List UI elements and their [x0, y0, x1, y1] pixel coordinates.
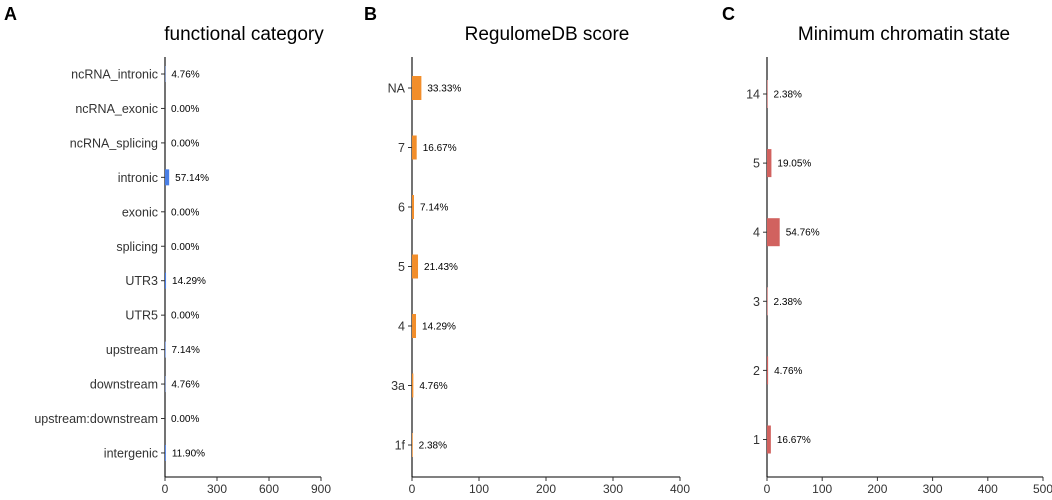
bar: [165, 169, 170, 186]
bar: [165, 341, 166, 358]
data-label: 16.67%: [777, 435, 811, 446]
x-tick-label: 400: [670, 482, 690, 496]
bar: [767, 287, 768, 316]
category-label: intergenic: [104, 446, 158, 460]
category-label: 2: [753, 364, 760, 378]
bar: [767, 218, 780, 247]
category-label: 3: [753, 295, 760, 309]
bar: [165, 272, 167, 289]
data-label: 2.38%: [774, 297, 802, 308]
category-label: 1: [753, 433, 760, 447]
data-label: 21.43%: [424, 262, 458, 273]
data-label: 33.33%: [427, 84, 461, 95]
bar: [412, 195, 415, 219]
data-label: 16.67%: [423, 143, 457, 154]
data-label: 4.76%: [171, 70, 199, 81]
data-label: 14.29%: [422, 322, 456, 333]
category-label: upstream:downstream: [34, 412, 158, 426]
bar: [412, 135, 417, 160]
bar: [412, 433, 413, 457]
bar: [767, 425, 771, 454]
chart-panel-b: B RegulomeDB score 0 100 200 300 400 NA 33.33% 7 1…: [364, 4, 690, 496]
x-tick-label: 200: [867, 482, 887, 496]
x-tick-label: 100: [469, 482, 489, 496]
category-label: ncRNA_intronic: [71, 68, 158, 82]
data-label: 2.38%: [419, 441, 447, 452]
x-tick-label: 200: [536, 482, 556, 496]
x-tick-label: 300: [923, 482, 943, 496]
category-label: 14: [746, 88, 760, 102]
x-tick-label: 0: [764, 482, 771, 496]
data-label: 4.76%: [419, 381, 447, 392]
data-label: 0.00%: [171, 414, 199, 425]
bar: [767, 149, 772, 178]
category-label: ncRNA_exonic: [75, 102, 158, 116]
x-tick-label: 900: [311, 482, 331, 496]
category-label: intronic: [118, 171, 158, 185]
category-label: upstream: [106, 343, 158, 357]
bar: [412, 314, 417, 338]
data-label: 7.14%: [172, 345, 200, 356]
data-label: 0.00%: [171, 104, 199, 115]
data-label: 0.00%: [171, 311, 199, 322]
chart-title: RegulomeDB score: [465, 24, 630, 45]
category-label: ncRNA_splicing: [70, 136, 158, 150]
bar: [412, 254, 419, 279]
category-label: 4: [398, 320, 405, 334]
x-tick-label: 500: [1033, 482, 1052, 496]
data-label: 2.38%: [774, 90, 802, 101]
data-label: 11.90%: [172, 448, 205, 459]
x-tick-label: 300: [603, 482, 623, 496]
chart-title: Minimum chromatin state: [798, 24, 1010, 45]
panel-letter: C: [722, 4, 735, 24]
panel-letter: B: [364, 4, 377, 24]
data-label: 14.29%: [172, 276, 206, 287]
chart-panel-c: C Minimum chromatin state 0 100 200 300 400 500…: [722, 4, 1052, 496]
panel-letter: A: [4, 4, 17, 24]
data-label: 0.00%: [171, 242, 199, 253]
category-label: 5: [398, 260, 405, 274]
bar: [767, 80, 768, 108]
data-label: 0.00%: [171, 138, 199, 149]
data-label: 54.76%: [786, 228, 820, 239]
category-label: splicing: [116, 240, 158, 254]
category-label: downstream: [90, 378, 158, 392]
x-tick-label: 300: [207, 482, 227, 496]
category-label: 1f: [395, 439, 406, 453]
category-label: NA: [388, 82, 406, 96]
category-label: 4: [753, 226, 760, 240]
data-label: 4.76%: [171, 380, 199, 391]
data-label: 0.00%: [171, 207, 199, 218]
x-tick-label: 400: [978, 482, 998, 496]
x-tick-label: 600: [259, 482, 279, 496]
data-label: 4.76%: [774, 366, 802, 377]
data-label: 57.14%: [175, 173, 209, 184]
category-label: 5: [753, 157, 760, 171]
x-tick-label: 100: [812, 482, 832, 496]
category-label: UTR3: [125, 274, 158, 288]
chart-title: functional category: [164, 24, 324, 45]
category-label: 7: [398, 141, 405, 155]
bar: [767, 356, 769, 385]
x-tick-label: 0: [409, 482, 416, 496]
category-label: UTR5: [125, 309, 158, 323]
category-label: exonic: [122, 205, 158, 219]
bar: [165, 444, 166, 461]
x-tick-label: 0: [162, 482, 169, 496]
bar: [412, 76, 422, 100]
data-label: 7.14%: [420, 203, 448, 214]
category-label: 6: [398, 201, 405, 215]
data-label: 19.05%: [777, 159, 811, 170]
bar: [412, 373, 414, 398]
category-label: 3a: [391, 379, 405, 393]
